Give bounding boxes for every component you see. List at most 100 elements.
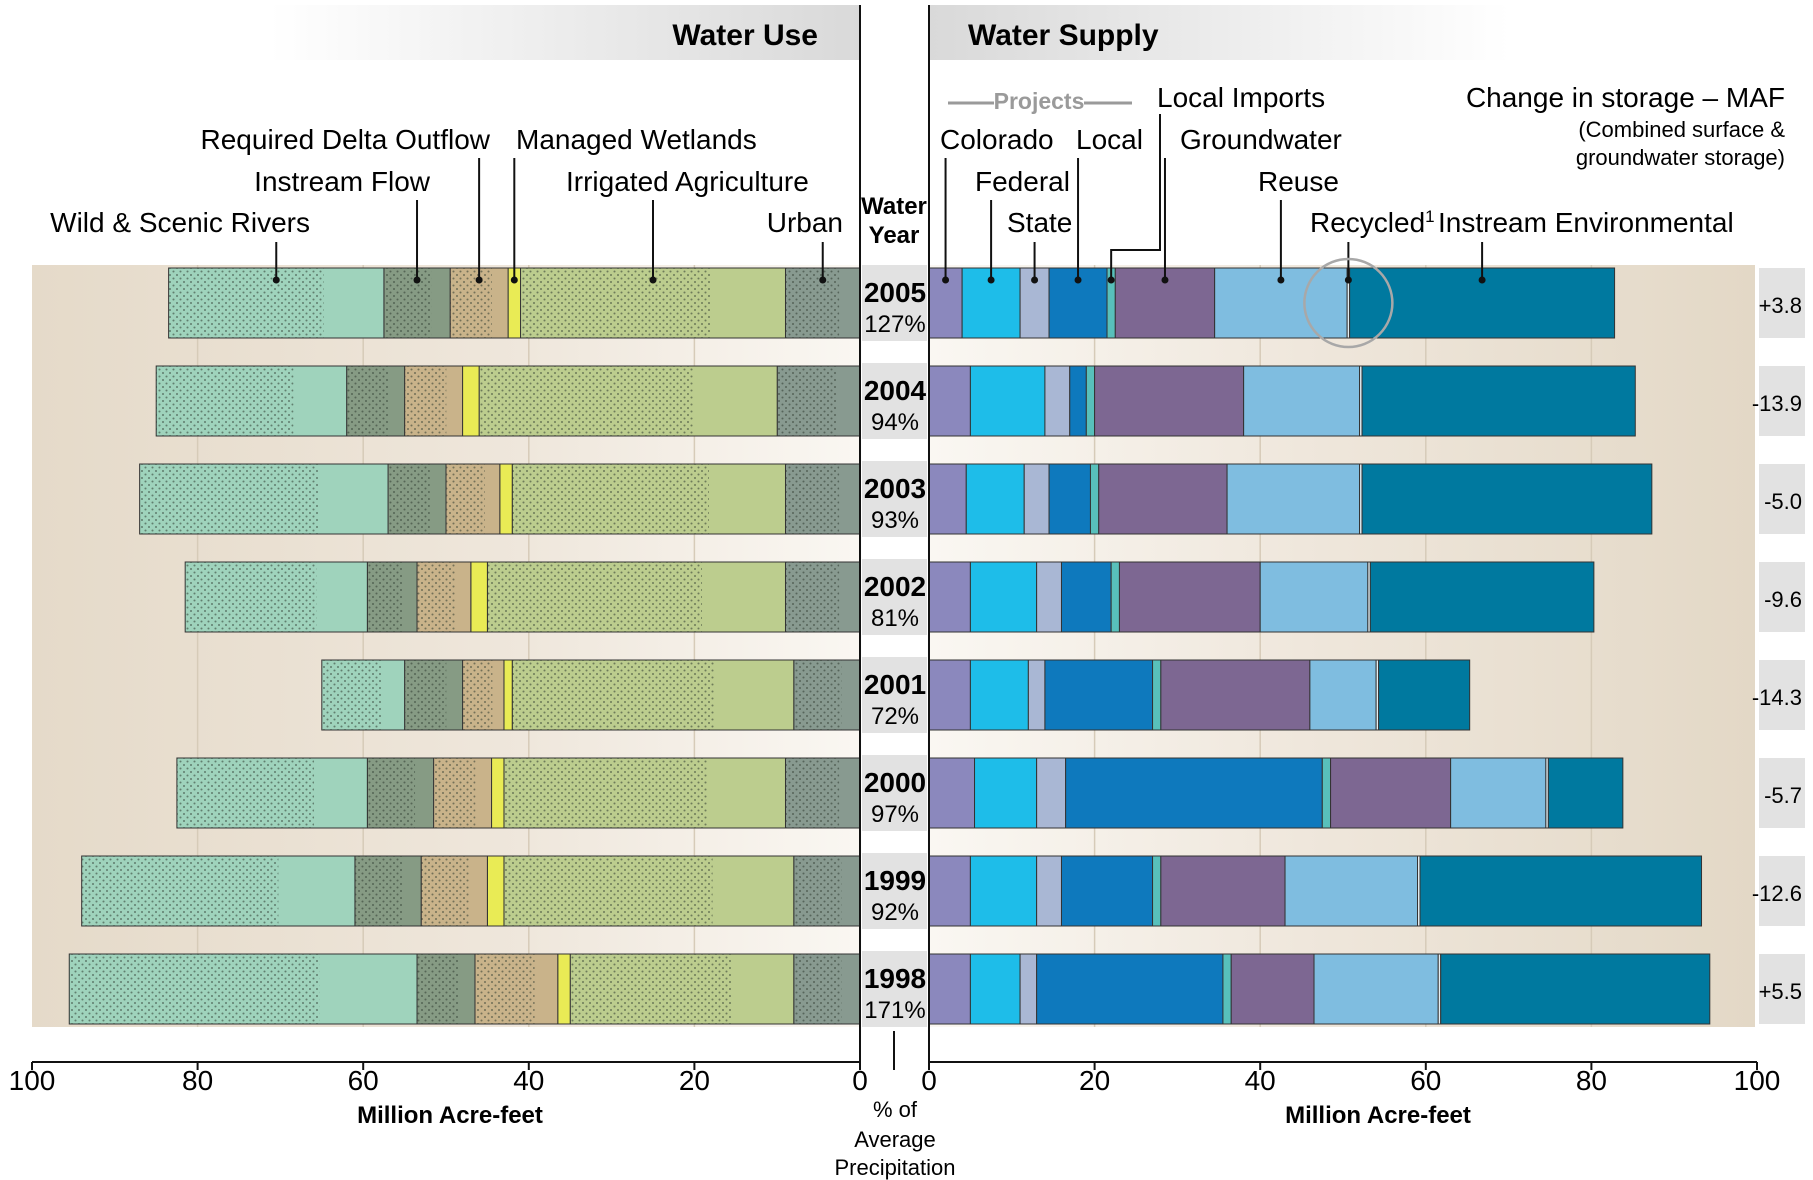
supply-tick-label: 100 [1734, 1065, 1781, 1096]
supply-bar-reuse [1284, 855, 1419, 927]
storage-box [1759, 856, 1805, 926]
label-reuse: Reuse [1258, 166, 1339, 197]
supply-bar-colorado [928, 365, 971, 437]
supply-bar-colorado [928, 757, 976, 829]
label-instream-environmental: Instream Environmental [1438, 207, 1734, 238]
year-label: 2000 [864, 767, 926, 798]
label-required-delta-outflow: Required Delta Outflow [201, 124, 491, 155]
supply-bar-groundwater [1160, 855, 1286, 927]
supply-tick-label: 80 [1576, 1065, 1607, 1096]
state-marker [1031, 276, 1039, 284]
use-bar-texture [570, 954, 732, 1024]
supply-bar-groundwater [1094, 365, 1245, 437]
label-recycled-text: Recycled [1310, 207, 1425, 238]
local-marker [1074, 276, 1082, 284]
use-bar-managed-wetlands [499, 463, 513, 535]
supply-bar-instream-environmental [1369, 561, 1595, 633]
storage-value: -5.0 [1764, 489, 1802, 514]
supply-bar-local-imports [1152, 855, 1162, 927]
year-label: 2004 [864, 375, 927, 406]
storage-value: -9.6 [1764, 587, 1802, 612]
use-bar-texture [793, 660, 842, 730]
supply-tick-label: 40 [1245, 1065, 1276, 1096]
supply-bar-state [1036, 561, 1062, 633]
label-local: Local [1076, 124, 1143, 155]
supply-bar-local-imports [1085, 365, 1096, 437]
reuse-marker [1277, 276, 1285, 284]
use-bar-texture [354, 856, 403, 926]
use-bar-texture [785, 562, 840, 632]
supply-bar-local-imports [1222, 953, 1232, 1025]
use-bar-texture [321, 660, 382, 730]
supply-bar-groundwater [1098, 463, 1228, 535]
supply-bar-state [1036, 855, 1062, 927]
use-bar-texture [168, 268, 324, 338]
use-bar-texture [450, 268, 492, 338]
supply-bar-colorado [928, 463, 967, 535]
year-box [862, 265, 927, 341]
supply-bar-reuse [1243, 365, 1361, 437]
water-year-header-line1: Water [861, 193, 927, 220]
use-bar-texture [417, 562, 456, 632]
use-bar-texture [512, 660, 715, 730]
year-label: 2005 [864, 277, 926, 308]
use-bar-texture [367, 758, 416, 828]
use-tick-label: 20 [679, 1065, 710, 1096]
urban-marker [819, 276, 827, 284]
use-bar-texture [388, 464, 430, 534]
supply-bar-local [1036, 953, 1224, 1025]
precip-footer-line2: Average [854, 1127, 936, 1152]
use-bar-texture [479, 366, 694, 436]
supply-bar-groundwater [1330, 757, 1452, 829]
supply-bar-instream-environmental [1361, 365, 1636, 437]
supply-bar-state [1019, 953, 1038, 1025]
precip-label: 81% [871, 605, 919, 632]
groundwater-marker [1161, 276, 1169, 284]
storage-value: -5.7 [1764, 783, 1802, 808]
year-box [862, 657, 927, 733]
colorado-marker [942, 276, 950, 284]
year-box [862, 853, 927, 929]
use-bar-texture [404, 660, 447, 730]
precip-label: 92% [871, 899, 919, 926]
year-label: 2003 [864, 473, 926, 504]
federal-marker [987, 276, 995, 284]
use-bar-texture [520, 268, 712, 338]
supply-bar-groundwater [1118, 561, 1261, 633]
use-bar-texture [785, 758, 840, 828]
storage-value: -13.9 [1752, 391, 1802, 416]
storage-subtitle-line2: groundwater storage) [1576, 145, 1785, 170]
use-bar-texture [777, 366, 837, 436]
supply-tick-label: 60 [1410, 1065, 1441, 1096]
use-bar-texture [404, 366, 447, 436]
supply-bar-state [1036, 757, 1067, 829]
use-bar-texture [487, 562, 703, 632]
storage-box [1759, 268, 1805, 338]
left-header-band [270, 5, 860, 60]
year-label: 2002 [864, 571, 926, 602]
supply-bar-instream-environmental [1378, 659, 1471, 731]
precip-label: 171% [864, 997, 925, 1024]
use-bar-texture [156, 366, 294, 436]
supply-bar-instream-environmental [1440, 953, 1711, 1025]
local-imports-marker [1107, 276, 1115, 284]
supply-bar-local-imports [1089, 463, 1100, 535]
use-tick-label: 100 [9, 1065, 56, 1096]
supply-bar-groundwater [1160, 659, 1311, 731]
use-bar-texture [185, 562, 317, 632]
supply-bar-reuse [1450, 757, 1547, 829]
use-tick-label: 0 [852, 1065, 868, 1096]
label-colorado: Colorado [940, 124, 1054, 155]
water-year-header-line2: Year [869, 222, 920, 249]
storage-box [1759, 562, 1805, 632]
label-instream-flow: Instream Flow [254, 166, 431, 197]
label-recycled-footnote: 1 [1425, 207, 1434, 226]
label-wild-scenic-rivers: Wild & Scenic Rivers [50, 207, 310, 238]
supply-bar-federal [969, 659, 1029, 731]
storage-value: +3.8 [1759, 293, 1802, 318]
use-bar-texture [503, 758, 707, 828]
storage-value: -12.6 [1752, 881, 1802, 906]
supply-bar-local-imports [1110, 561, 1120, 633]
use-bar-texture [785, 268, 840, 338]
recycled-marker [1344, 276, 1352, 284]
